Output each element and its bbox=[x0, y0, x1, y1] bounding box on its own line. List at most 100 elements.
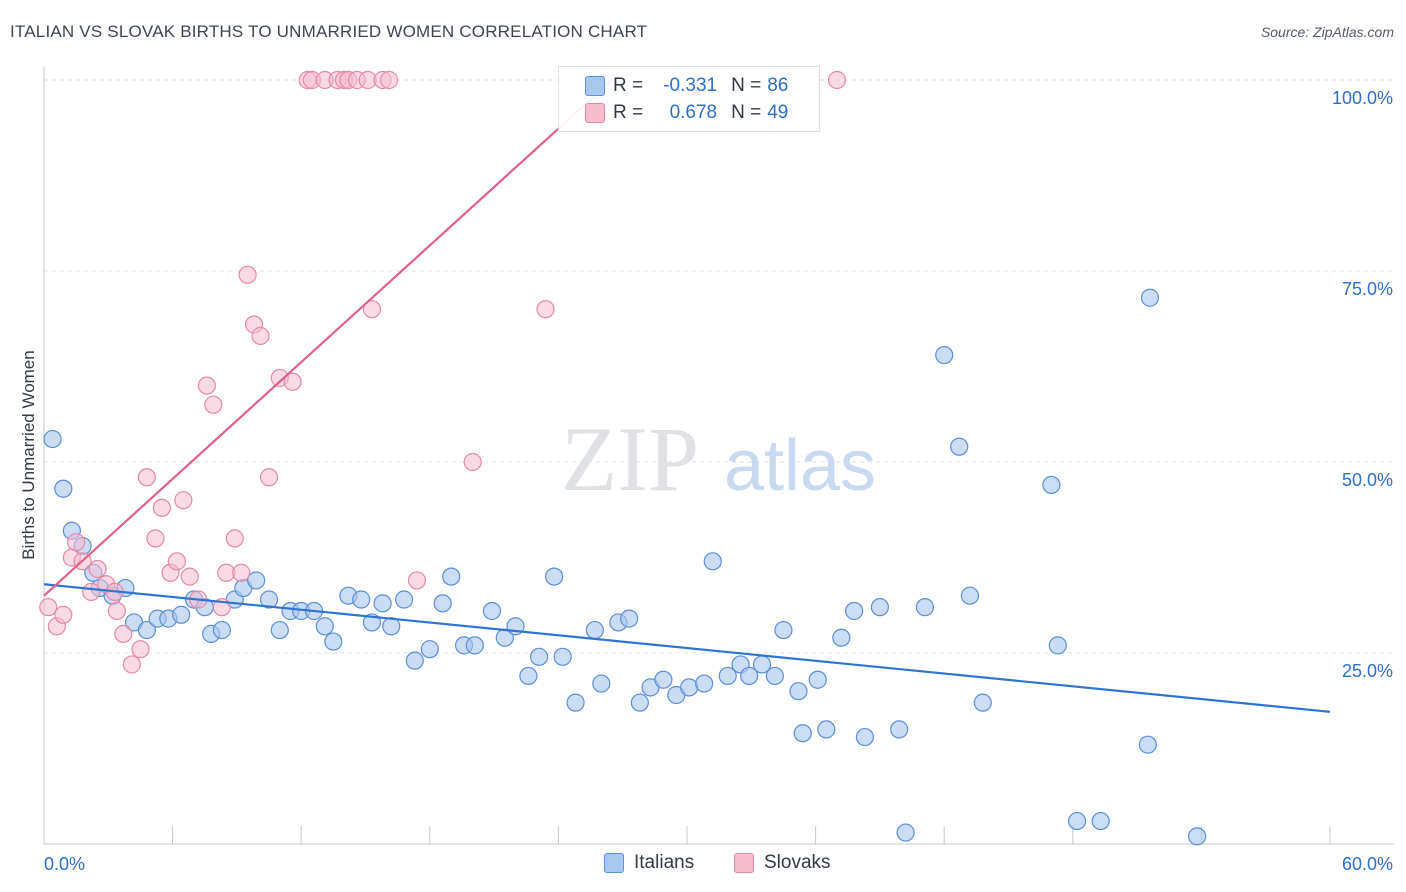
slovaks-point bbox=[107, 601, 126, 621]
italians-point bbox=[259, 590, 279, 609]
legend-row-slovaks: R = 0.678 N = 49 bbox=[585, 100, 788, 126]
y-axis-title: Births to Unmarried Women bbox=[19, 350, 38, 559]
r-value: 0.678 bbox=[669, 102, 718, 123]
n-label: N = bbox=[731, 102, 762, 123]
italians-point bbox=[855, 727, 874, 747]
italians-point bbox=[553, 647, 572, 666]
slovaks-point bbox=[407, 571, 427, 590]
italians-point bbox=[935, 345, 954, 365]
slovaks-point bbox=[283, 372, 302, 391]
slovaks-point bbox=[137, 468, 156, 487]
italians-point bbox=[793, 724, 812, 743]
watermark-zip: ZIP bbox=[561, 408, 699, 510]
italians-point bbox=[870, 598, 890, 617]
italians-point bbox=[270, 620, 289, 640]
italians-point bbox=[43, 429, 62, 449]
italians-point bbox=[718, 666, 737, 686]
slovaks-legend-label: Slovaks bbox=[764, 852, 831, 873]
slovaks-point bbox=[39, 598, 58, 617]
slovaks-point bbox=[167, 552, 186, 571]
slovaks-point bbox=[251, 326, 270, 346]
italians-points bbox=[43, 288, 1207, 846]
source-label: Source: ZipAtlas.com bbox=[1260, 24, 1394, 40]
slovaks-point bbox=[204, 395, 223, 414]
slovaks-point bbox=[114, 624, 133, 644]
legend-item-slovaks[interactable]: Slovaks bbox=[734, 852, 831, 874]
italians-point bbox=[703, 552, 722, 571]
italians-point bbox=[137, 620, 156, 640]
axes bbox=[43, 66, 1394, 845]
r-label: R = bbox=[613, 102, 644, 123]
slovaks-point bbox=[536, 300, 555, 319]
series-legend: Italians Slovaks bbox=[0, 852, 1406, 878]
italians-point bbox=[585, 620, 604, 640]
slovaks-point bbox=[225, 529, 244, 548]
italians-point bbox=[765, 666, 784, 686]
italians-point bbox=[405, 651, 424, 670]
italians-point bbox=[1091, 811, 1110, 831]
italians-point bbox=[817, 720, 836, 739]
slovaks-point bbox=[152, 498, 171, 517]
italians-point bbox=[352, 590, 371, 609]
italians-point bbox=[808, 670, 827, 689]
italians-point bbox=[394, 590, 414, 609]
italians-point bbox=[212, 620, 231, 640]
r-value: -0.331 bbox=[663, 75, 718, 96]
slovaks-point bbox=[67, 533, 86, 552]
y-tick-label: 75.0% bbox=[1342, 279, 1393, 299]
italians-point bbox=[172, 605, 191, 624]
italians-point bbox=[315, 617, 334, 636]
italians-point bbox=[789, 682, 808, 701]
n-value: 49 bbox=[767, 102, 789, 123]
trend-lines bbox=[43, 79, 1331, 713]
n-value: 86 bbox=[767, 75, 789, 96]
x-tick-label-min: 0.0% bbox=[44, 854, 85, 874]
tick-labels: 25.0% 50.0% 75.0% 100.0% 0.0% 60.0% bbox=[44, 88, 1393, 874]
y-axis-title-group: Births to Unmarried Women bbox=[19, 350, 38, 559]
italians-point bbox=[1138, 735, 1157, 754]
italians-point bbox=[620, 609, 639, 628]
italians-point bbox=[1042, 475, 1061, 495]
legend-item-italians[interactable]: Italians bbox=[604, 852, 694, 874]
italians-point bbox=[695, 674, 714, 693]
italians-point bbox=[950, 437, 969, 456]
italians-point bbox=[530, 647, 549, 666]
italians-point bbox=[915, 598, 935, 617]
watermark-atlas: atlas bbox=[724, 426, 876, 506]
italians-point bbox=[433, 594, 452, 613]
slovaks-legend-swatch bbox=[734, 853, 754, 873]
slovaks-point bbox=[379, 70, 399, 90]
italians-point bbox=[442, 567, 461, 586]
x-tick-label-max: 60.0% bbox=[1342, 854, 1393, 874]
italians-point bbox=[890, 720, 909, 739]
slovaks-trend-line bbox=[43, 79, 613, 597]
italians-point bbox=[680, 678, 699, 697]
correlation-legend: R = -0.331 N = 86 R = 0.678 N = 49 bbox=[558, 66, 820, 132]
italians-trend-line bbox=[43, 583, 1331, 713]
watermark: ZIP atlas bbox=[561, 408, 876, 510]
y-tick-label: 100.0% bbox=[1332, 88, 1393, 108]
slovaks-point bbox=[122, 655, 141, 674]
italians-point bbox=[973, 693, 992, 712]
italians-point bbox=[373, 594, 392, 613]
slovaks-point bbox=[463, 452, 482, 472]
italians-point bbox=[566, 693, 585, 712]
italians-point bbox=[654, 670, 673, 689]
italians-point bbox=[324, 632, 343, 651]
italians-point bbox=[465, 636, 484, 655]
slovaks-point bbox=[238, 265, 257, 284]
legend-row-italians: R = -0.331 N = 86 bbox=[585, 73, 788, 99]
slovaks-point bbox=[197, 376, 216, 395]
r-label: R = bbox=[613, 75, 644, 96]
italians-point bbox=[896, 823, 915, 842]
slovaks-point bbox=[259, 468, 279, 487]
slovaks-point bbox=[180, 567, 199, 586]
slovaks-point bbox=[827, 70, 847, 90]
italians-legend-label: Italians bbox=[634, 852, 695, 873]
slovaks-point bbox=[232, 563, 251, 582]
n-label: N = bbox=[731, 75, 762, 96]
italians-point bbox=[247, 571, 266, 590]
italians-swatch bbox=[585, 76, 605, 96]
italians-point bbox=[482, 601, 502, 621]
